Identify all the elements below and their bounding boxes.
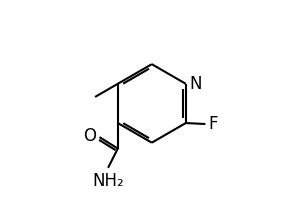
Text: NH₂: NH₂: [92, 172, 124, 190]
Text: O: O: [83, 127, 96, 145]
Text: F: F: [208, 115, 218, 133]
Text: N: N: [189, 75, 202, 93]
